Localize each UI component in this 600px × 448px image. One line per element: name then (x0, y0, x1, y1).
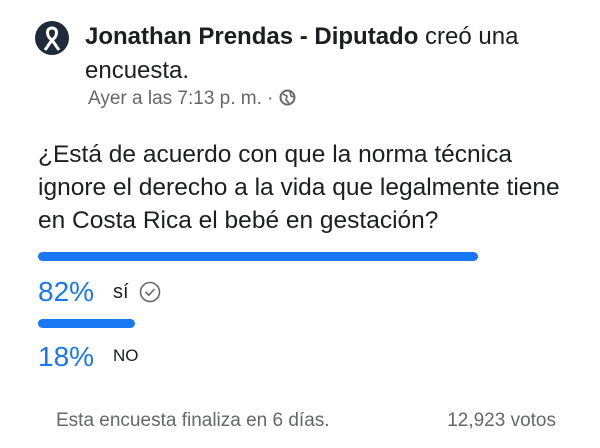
author-name[interactable]: Jonathan Prendas - Diputado (85, 23, 419, 50)
globe-icon (279, 89, 296, 106)
option-percent: 82% (38, 276, 95, 307)
option-bar (38, 319, 135, 328)
action-text: creó una encuesta. (85, 23, 519, 84)
timestamp-row: Ayer a las 7:13 p. m. · (88, 88, 296, 110)
poll-footer: Esta encuesta finaliza en 6 días. (56, 410, 330, 431)
poll-question: ¿Está de acuerdo con que la norma técnic… (38, 141, 560, 234)
check-icon (139, 281, 161, 303)
timestamp[interactable]: Ayer a las 7:13 p. m. · (88, 88, 274, 109)
post-header: Jonathan Prendas - Diputado creó una enc… (85, 20, 555, 88)
vote-count[interactable]: 12,923 votos (447, 410, 556, 431)
option-percent: 18% (38, 341, 95, 372)
option-label[interactable]: sí (113, 281, 129, 303)
option-label[interactable]: NO (113, 346, 139, 365)
avatar[interactable] (34, 20, 70, 56)
option-bar (38, 252, 479, 261)
